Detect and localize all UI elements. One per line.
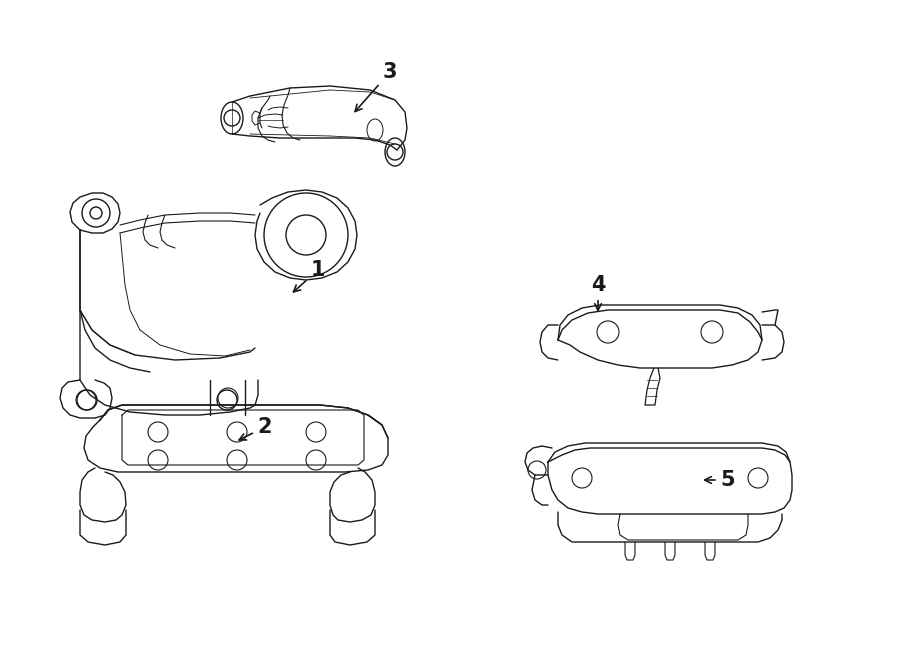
Text: 4: 4: [590, 275, 605, 311]
Text: 5: 5: [705, 470, 735, 490]
Text: 1: 1: [293, 260, 325, 292]
Text: 2: 2: [239, 417, 272, 440]
Text: 3: 3: [356, 62, 397, 112]
